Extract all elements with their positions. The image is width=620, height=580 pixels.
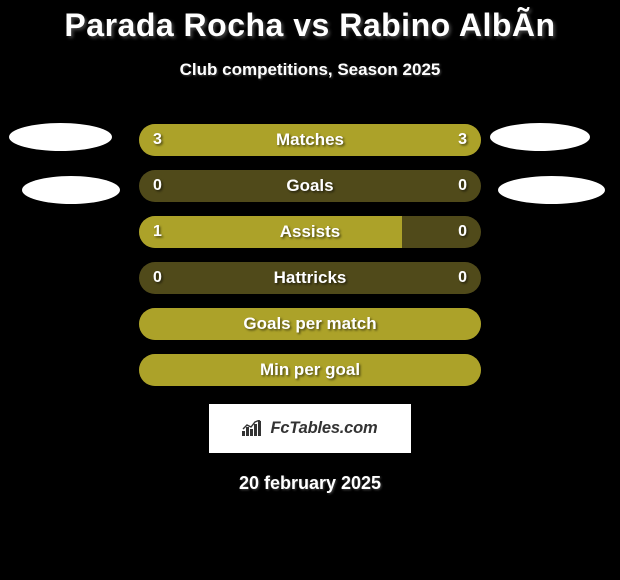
stat-label: Matches	[276, 130, 344, 150]
stat-label: Assists	[280, 222, 340, 242]
stat-value-right: 0	[458, 269, 467, 287]
vs-separator: vs	[293, 7, 330, 43]
player-photo-placeholder	[9, 123, 112, 151]
stat-label: Goals per match	[243, 314, 376, 334]
stat-fill-left	[139, 216, 402, 248]
stat-value-left: 0	[153, 269, 162, 287]
stat-value-left: 1	[153, 223, 162, 241]
stat-row: 3 3 Matches	[139, 124, 481, 156]
badge-text: FcTables.com	[270, 419, 377, 438]
player-photo-placeholder	[490, 123, 590, 151]
stat-value-right: 3	[458, 131, 467, 149]
stat-label: Min per goal	[260, 360, 360, 380]
stat-value-right: 0	[458, 223, 467, 241]
stat-label: Hattricks	[274, 268, 347, 288]
player1-name: Parada Rocha	[64, 7, 283, 43]
stat-label: Goals	[286, 176, 333, 196]
stat-value-left: 0	[153, 177, 162, 195]
stat-row: 0 0 Hattricks	[139, 262, 481, 294]
stat-value-right: 0	[458, 177, 467, 195]
source-badge[interactable]: FcTables.com	[209, 404, 411, 453]
player-photo-placeholder	[498, 176, 605, 204]
subtitle: Club competitions, Season 2025	[0, 60, 620, 80]
stat-row: 1 0 Assists	[139, 216, 481, 248]
stat-row: 0 0 Goals	[139, 170, 481, 202]
player-photo-placeholder	[22, 176, 120, 204]
bar-chart-icon	[242, 420, 264, 438]
stats-container: 3 3 Matches 0 0 Goals 1 0 Assists 0 0 Hattricks Goal…	[0, 124, 620, 386]
player2-name: Rabino AlbÃ­n	[339, 7, 555, 43]
stat-row: Min per goal	[139, 354, 481, 386]
stat-row: Goals per match	[139, 308, 481, 340]
stat-value-left: 3	[153, 131, 162, 149]
page-title: Parada Rocha vs Rabino AlbÃ­n	[0, 0, 620, 44]
footer-date: 20 february 2025	[0, 473, 620, 494]
